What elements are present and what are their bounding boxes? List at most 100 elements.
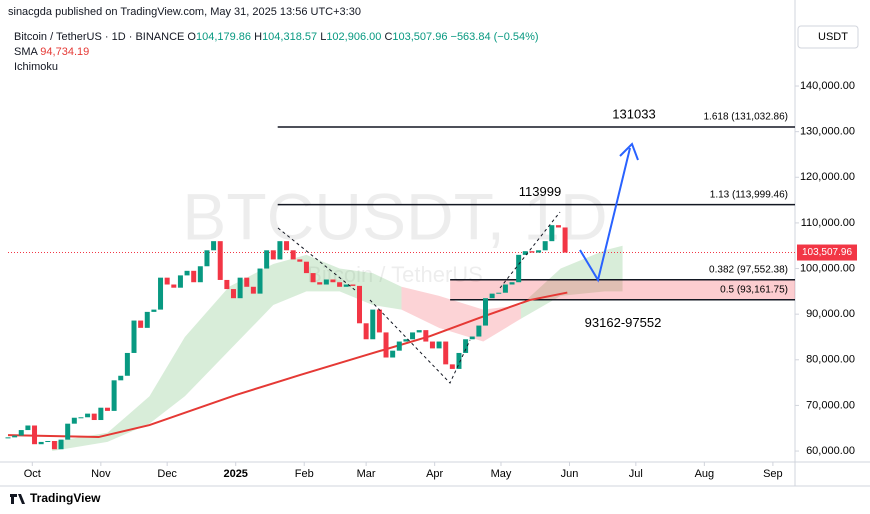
- candle: [416, 330, 422, 333]
- candle: [476, 325, 482, 337]
- candle: [436, 341, 442, 349]
- candle: [85, 413, 91, 418]
- candle: [290, 250, 296, 260]
- candle: [257, 268, 263, 294]
- currency-box[interactable]: [797, 25, 859, 49]
- ohlc-high: 104,318.57: [262, 31, 318, 43]
- y-tick-label: 110,000.00: [801, 217, 855, 229]
- candle: [337, 282, 343, 287]
- brand: TradingView: [30, 491, 101, 505]
- projection-arrow: [579, 147, 631, 283]
- candle: [423, 330, 429, 342]
- candle: [390, 350, 396, 358]
- last-price-box: [797, 244, 857, 261]
- candle: [12, 435, 18, 438]
- candle: [78, 417, 84, 419]
- candle: [224, 279, 230, 290]
- candle: [284, 241, 290, 251]
- ohlc-open: 104,179.86: [195, 31, 252, 43]
- candle: [204, 250, 210, 267]
- candle: [197, 266, 203, 283]
- candle: [429, 341, 435, 349]
- candle: [383, 332, 389, 358]
- candle: [177, 275, 183, 288]
- ohlc-low: 102,906.00: [326, 31, 382, 43]
- last-price-label: 103,507.96: [802, 247, 852, 258]
- candle: [118, 375, 124, 381]
- candle: [45, 441, 51, 443]
- candle: [522, 251, 528, 255]
- candle: [144, 311, 150, 328]
- y-tick-label: 100,000.00: [800, 262, 855, 274]
- candle: [516, 254, 522, 283]
- candle: [549, 225, 555, 242]
- candle: [463, 339, 469, 353]
- candle: [25, 425, 31, 431]
- candle: [363, 323, 369, 340]
- candle: [32, 425, 38, 445]
- candle: [277, 241, 283, 260]
- candle: [111, 380, 117, 411]
- ohlc-open-label: O: [187, 31, 196, 43]
- fib-label: 0.5 (93,161.75): [720, 284, 788, 295]
- candle: [310, 273, 316, 283]
- y-tick-label: 70,000.00: [806, 399, 855, 411]
- candle: [529, 251, 535, 253]
- candle: [98, 407, 104, 421]
- candle: [211, 241, 217, 251]
- currency: USDT: [818, 31, 848, 43]
- arrow-head: [619, 142, 639, 161]
- candle: [370, 309, 376, 340]
- level-label: 131033: [612, 106, 655, 121]
- y-tick-label: 60,000.00: [806, 445, 855, 457]
- candle: [264, 250, 270, 269]
- candle: [131, 320, 137, 353]
- candle: [456, 352, 462, 369]
- x-tick-label: Dec: [157, 468, 177, 480]
- candle: [449, 364, 455, 369]
- zone: [450, 279, 795, 300]
- y-tick-label: 90,000.00: [806, 308, 855, 320]
- candle: [502, 284, 508, 293]
- candle: [403, 339, 409, 342]
- candle: [124, 352, 130, 376]
- brand-logo: [10, 494, 25, 504]
- candle: [343, 284, 349, 287]
- candle: [323, 279, 329, 285]
- candle: [217, 241, 223, 280]
- zone-label: 93162-97552: [585, 315, 662, 330]
- candle: [191, 270, 197, 283]
- publisher: sinacgda published on TradingView.com, M…: [8, 6, 361, 18]
- x-tick-label: Apr: [426, 468, 443, 480]
- x-tick-label: Nov: [91, 468, 111, 480]
- x-tick-label: 2025: [223, 468, 247, 480]
- x-tick-label: Jul: [629, 468, 643, 480]
- candle: [71, 417, 77, 424]
- level-label: 113999: [519, 184, 561, 199]
- candle: [51, 441, 57, 450]
- candle: [270, 250, 276, 260]
- candle: [237, 277, 243, 299]
- candle: [164, 277, 170, 285]
- candle: [489, 293, 495, 299]
- sma-line: [7, 291, 568, 439]
- x-tick-label: May: [491, 468, 512, 480]
- candle: [509, 282, 515, 285]
- candle: [376, 309, 382, 333]
- candle: [303, 261, 309, 274]
- fib-label: 1.13 (113,999.46): [710, 189, 788, 200]
- candle: [496, 292, 502, 294]
- x-tick-label: Jun: [561, 468, 579, 480]
- ichimoku-cloud: [401, 286, 521, 342]
- candle: [317, 282, 323, 285]
- fib-label: 1.618 (131,032.86): [703, 112, 788, 123]
- legend-ichimoku: Ichimoku: [14, 61, 59, 73]
- candle: [483, 298, 489, 326]
- candle: [297, 259, 303, 262]
- watermark: BTCUSDT, 1D: [182, 179, 607, 253]
- candle: [65, 423, 71, 440]
- pattern-drawing: [277, 211, 561, 384]
- candle: [350, 284, 356, 286]
- y-tick-label: 130,000.00: [800, 126, 855, 138]
